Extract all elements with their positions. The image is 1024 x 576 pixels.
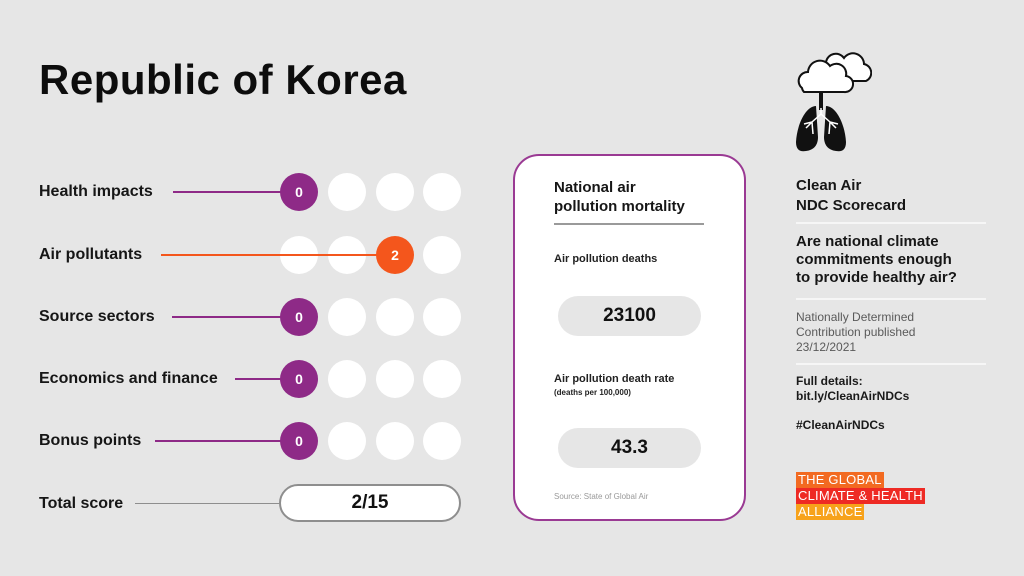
- score-dot: [376, 298, 414, 336]
- divider: [796, 363, 986, 365]
- score-dot: [376, 360, 414, 398]
- score-row-label: Air pollutants: [39, 246, 143, 263]
- score-row: Air pollutants 2: [39, 235, 469, 275]
- scorecard-question: Are national climate commitments enough …: [796, 233, 957, 287]
- score-row-label: Health impacts: [39, 183, 153, 200]
- connector-line: [172, 316, 284, 318]
- score-dot: [328, 422, 366, 460]
- question-line: commitments enough: [796, 251, 952, 268]
- total-score-row: Total score 2/15: [39, 484, 469, 524]
- connector-line: [161, 254, 380, 256]
- heading-line: Clean Air: [796, 177, 862, 194]
- connector-line: [235, 378, 284, 380]
- deaths-value: 23100: [558, 296, 701, 336]
- score-dot: [328, 298, 366, 336]
- score-row-label: Source sectors: [39, 308, 155, 325]
- score-dot: [423, 360, 461, 398]
- score-dot-active: 0: [280, 298, 318, 336]
- connector-line: [135, 503, 281, 504]
- score-row: Source sectors 0: [39, 297, 469, 337]
- score-dot: [423, 236, 461, 274]
- ndc-date: 23/12/2021: [796, 340, 857, 354]
- logo-line: CLIMATE & HEALTH: [796, 488, 925, 504]
- death-rate-value: 43.3: [558, 428, 701, 468]
- total-score-label: Total score: [39, 495, 124, 512]
- ndc-published-info: Nationally Determined Contribution publi…: [796, 310, 915, 355]
- card-title-line: pollution mortality: [554, 198, 685, 215]
- card-title-line: National air: [554, 179, 636, 196]
- total-score-value: 2/15: [279, 484, 461, 522]
- deaths-label: Air pollution deaths: [554, 253, 658, 265]
- score-row: Health impacts 0: [39, 172, 469, 212]
- score-dot: [423, 298, 461, 336]
- logo-line: THE GLOBAL: [796, 472, 884, 488]
- question-line: Are national climate: [796, 233, 939, 250]
- divider: [796, 298, 986, 300]
- score-dot: [423, 173, 461, 211]
- source-note: Source: State of Global Air: [554, 492, 649, 501]
- score-dot-active: 0: [280, 173, 318, 211]
- score-row: Bonus points 0: [39, 421, 469, 461]
- death-rate-sublabel: (deaths per 100,000): [554, 388, 631, 397]
- score-row-label: Economics and finance: [39, 370, 218, 387]
- score-dot: [423, 422, 461, 460]
- full-details-link[interactable]: bit.ly/CleanAirNDCs: [796, 389, 910, 403]
- clouds-lungs-icon: [794, 48, 873, 156]
- score-dot-active: 0: [280, 360, 318, 398]
- connector-line: [155, 440, 284, 442]
- death-rate-label: Air pollution death rate: [554, 373, 675, 385]
- full-details-label: Full details:: [796, 374, 863, 388]
- heading-line: NDC Scorecard: [796, 197, 907, 214]
- mortality-card: National air pollution mortality Air pol…: [513, 154, 746, 521]
- page-title: Republic of Korea: [39, 56, 407, 103]
- score-dot: [376, 422, 414, 460]
- logo-line: ALLIANCE: [796, 504, 865, 520]
- ndc-line: Contribution published: [796, 325, 916, 339]
- scorecard-heading: Clean Air NDC Scorecard: [796, 176, 906, 216]
- question-line: to provide healthy air?: [796, 269, 957, 286]
- hashtag: #CleanAirNDCs: [796, 418, 885, 432]
- score-dot-active: 2: [376, 236, 414, 274]
- connector-line: [173, 191, 284, 193]
- full-details: Full details: bit.ly/CleanAirNDCs: [796, 374, 909, 404]
- score-dot: [376, 173, 414, 211]
- score-dot: [328, 173, 366, 211]
- score-row-label: Bonus points: [39, 432, 142, 449]
- gcha-logo: THE GLOBAL CLIMATE & HEALTH ALLIANCE: [796, 472, 925, 520]
- divider: [796, 222, 986, 224]
- card-title: National air pollution mortality: [554, 178, 685, 216]
- divider: [554, 223, 704, 225]
- score-dot-active: 0: [280, 422, 318, 460]
- ndc-line: Nationally Determined: [796, 310, 915, 324]
- score-row: Economics and finance 0: [39, 359, 469, 399]
- score-dot: [328, 360, 366, 398]
